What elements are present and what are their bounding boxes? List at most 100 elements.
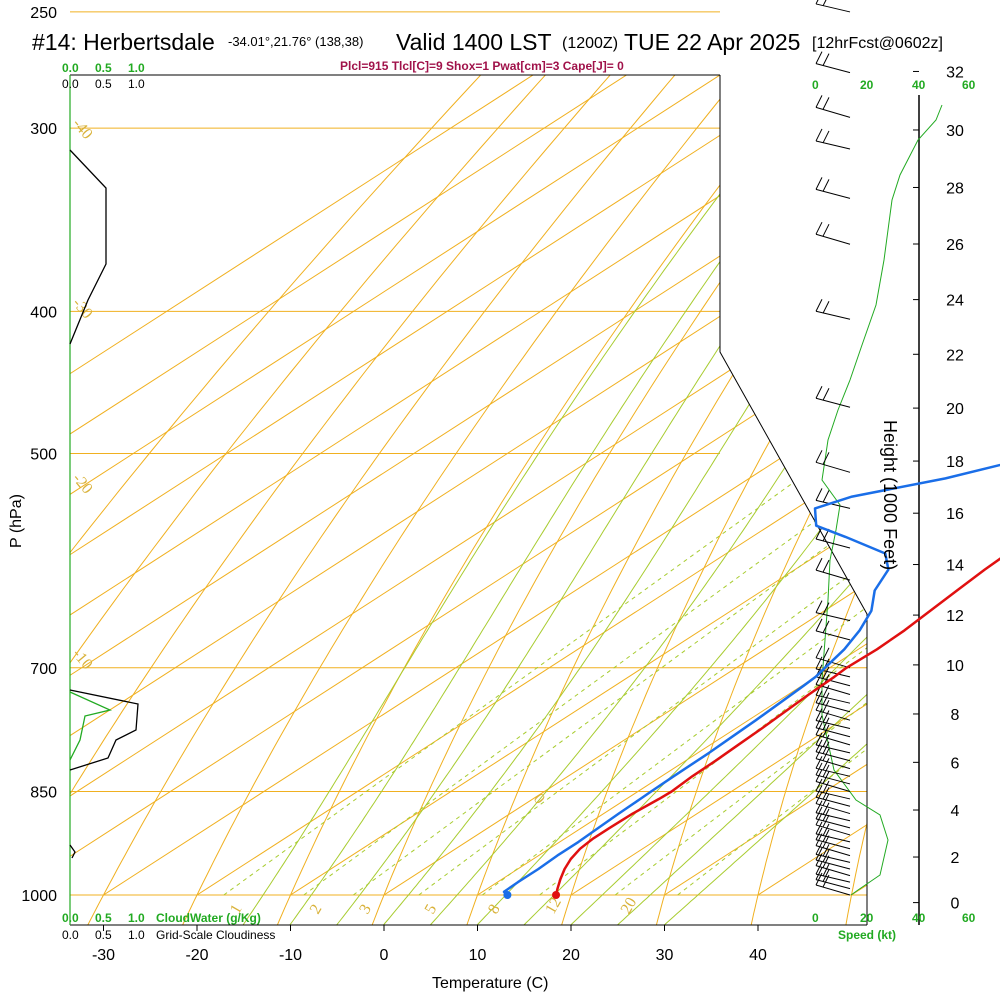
pressure-tick-500: 500 xyxy=(30,446,57,463)
moist-adiabat-35 xyxy=(662,75,867,925)
height-tick-label-26: 26 xyxy=(946,237,964,254)
dry-adiabat--50 xyxy=(70,75,628,925)
cloud-bottom-green-1: 0.5 xyxy=(95,911,112,925)
moist-adiabat-20 xyxy=(522,75,867,925)
cloudiness-lower xyxy=(69,689,139,771)
isotherm--110 xyxy=(70,75,725,896)
wind-barb xyxy=(815,778,851,800)
height-tick-label-10: 10 xyxy=(946,658,964,675)
isotherm-10 xyxy=(477,75,867,896)
isotherm--100 xyxy=(70,75,819,896)
wind-barb xyxy=(815,95,851,118)
height-tick-label-18: 18 xyxy=(946,454,964,471)
moist-adiabat-30 xyxy=(615,75,867,925)
wind-barb xyxy=(815,618,851,641)
wind-barb xyxy=(815,861,851,883)
pressure-tick-700: 700 xyxy=(30,661,57,678)
dry-adiabats xyxy=(70,75,867,925)
isotherm-0 xyxy=(383,75,867,896)
height-tick-label-22: 22 xyxy=(946,347,964,364)
pressure-tick-850: 850 xyxy=(30,784,57,801)
cloud-bottom-green-2: 1.0 xyxy=(128,911,145,925)
pressure-tick-1000: 1000 xyxy=(21,888,57,905)
dry-adiabat-30 xyxy=(655,75,867,925)
cloud-top-green-0: 0.0 xyxy=(62,61,79,75)
wind-barb xyxy=(815,386,851,408)
zulu-time: (1200Z) xyxy=(562,35,618,52)
speed-bottom-0: 0 xyxy=(812,911,819,925)
moist-adiabat--5 xyxy=(288,75,867,925)
height-tick-label-2: 2 xyxy=(951,850,960,867)
isotherm-label-0: 0 xyxy=(530,791,548,808)
cloud-top-black-0: 0.0 xyxy=(62,77,79,91)
moist-adiabat-15 xyxy=(475,75,867,925)
isotherm--70 xyxy=(70,75,867,896)
dry-adiabat--30 xyxy=(86,75,752,925)
station-coords: -34.01°,21.76° (138,38) xyxy=(228,34,363,49)
wind-barb xyxy=(815,0,851,13)
dry-adiabat-20 xyxy=(560,75,867,925)
wind-barb xyxy=(815,177,851,199)
x-tick-label-20: 20 xyxy=(562,947,580,964)
wind-barb xyxy=(815,756,851,777)
wind-barb xyxy=(815,488,851,509)
dry-adiabat--10 xyxy=(276,75,867,925)
station-title: #14: Herbertsdale xyxy=(32,29,215,55)
wind-barb xyxy=(815,708,851,729)
wind-barb xyxy=(815,221,851,245)
cloudiness-upper xyxy=(69,149,107,345)
isotherm-label-m40: -40 xyxy=(69,115,96,142)
height-tick-label-6: 6 xyxy=(951,755,960,772)
isotherm--20 xyxy=(196,75,867,896)
pressure-tick-300: 300 xyxy=(30,121,57,138)
cloudiness-label: Grid-Scale Cloudiness xyxy=(156,928,275,942)
dry-adiabat-50 xyxy=(845,75,867,925)
moist-adiabats xyxy=(241,75,867,925)
moist-adiabat-0 xyxy=(335,75,867,925)
dry-adiabat--60 xyxy=(70,75,566,925)
speed-label: Speed (kt) xyxy=(838,928,896,942)
dry-adiabat-10 xyxy=(466,75,867,925)
mixing-ratio-3 xyxy=(353,310,867,896)
valid-date: TUE 22 Apr 2025 xyxy=(624,29,800,55)
height-tick-label-12: 12 xyxy=(946,608,964,625)
isotherm--10 xyxy=(290,75,867,896)
temperature-line xyxy=(554,557,1000,896)
mixing-ratio-label-12: 12 xyxy=(542,895,565,917)
wind-barb xyxy=(815,812,851,836)
y-axis-title: P (hPa) xyxy=(8,494,25,548)
x-tick-label-m10: -10 xyxy=(279,947,302,964)
mixing-ratio-12 xyxy=(539,310,867,896)
forecast-label: [12hrFcst@0602z] xyxy=(812,35,943,52)
mixing-ratio-label-5: 5 xyxy=(422,902,441,917)
x-tick-label-40: 40 xyxy=(749,947,767,964)
cloud-bottom-black-2: 1.0 xyxy=(128,928,145,942)
wind-barb xyxy=(815,732,851,754)
isotherm--50 xyxy=(70,75,867,896)
x-tick-label-0: 0 xyxy=(380,947,389,964)
moist-adiabat-5 xyxy=(382,75,867,925)
mixing-ratio-label-20: 20 xyxy=(618,895,641,917)
isotherm--60 xyxy=(70,75,867,896)
mixing-ratio-label-2: 2 xyxy=(307,902,326,917)
dry-adiabat--40 xyxy=(70,75,690,925)
pressure-tick-400: 400 xyxy=(30,304,57,321)
cloud-bottom-green-0: 0.0 xyxy=(62,911,79,925)
temperature-surface-marker xyxy=(552,891,561,899)
valid-time: Valid 1400 LST xyxy=(396,29,552,55)
x-tick-label-m20: -20 xyxy=(185,947,208,964)
height-tick-label-16: 16 xyxy=(946,506,964,523)
wind-speed-profile xyxy=(821,104,943,896)
wind-barb xyxy=(815,847,851,870)
dry-adiabat--20 xyxy=(181,75,814,925)
dry-adiabat-0 xyxy=(371,75,867,925)
mixing-ratio-5 xyxy=(418,310,867,896)
x-axis-title: Temperature (C) xyxy=(432,975,548,992)
speed-bottom-40: 40 xyxy=(912,911,926,925)
height-tick-label-28: 28 xyxy=(946,180,964,197)
cloud-bottom-black-1: 0.5 xyxy=(95,928,112,942)
wind-barb xyxy=(815,51,851,74)
